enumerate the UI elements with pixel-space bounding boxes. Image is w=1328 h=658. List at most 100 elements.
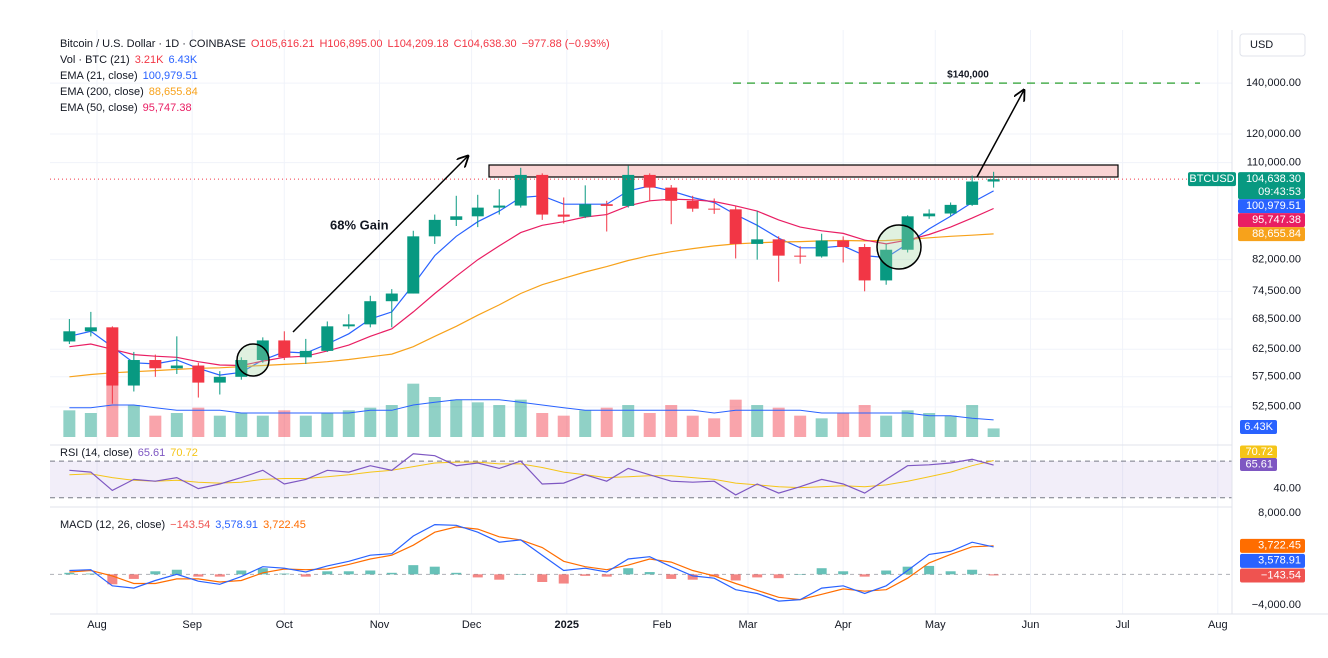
ema-tag-bg: [1238, 199, 1305, 214]
macd-histogram-bar: [730, 574, 741, 581]
candle-body: [794, 255, 807, 257]
macd-histogram-bar: [451, 572, 462, 575]
y-tick-label: 140,000.00: [1246, 77, 1301, 89]
macd-tag: 3,722.45: [1258, 540, 1301, 552]
candle-body: [557, 214, 570, 217]
legend-value: 3.21K: [135, 54, 164, 66]
macd-histogram-bar: [107, 574, 118, 585]
macd-histogram-bar: [666, 574, 677, 579]
volume-bar: [84, 413, 97, 437]
volume-bar: [450, 399, 463, 437]
candle-body: [364, 301, 377, 325]
candle-body: [127, 360, 140, 386]
ema-tag: 88,655.84: [1252, 228, 1301, 240]
target-label: $140,000: [947, 70, 989, 81]
rsi-band: [50, 461, 1232, 498]
volume-bar: [321, 413, 334, 437]
macd-histogram-bar: [279, 573, 290, 575]
rsi-tag: 65.61: [1245, 458, 1273, 470]
macd-histogram-bar: [429, 566, 440, 575]
macd-line: [69, 523, 994, 602]
candle-body: [450, 216, 463, 220]
macd-histogram-bar: [257, 568, 268, 575]
volume-bar: [63, 410, 76, 437]
ema-tag: 95,747.38: [1252, 214, 1301, 226]
candle-body: [493, 205, 506, 208]
volume-bar: [235, 413, 248, 437]
volume-bar: [923, 413, 936, 437]
volume-bar: [536, 413, 549, 437]
candle-body: [665, 187, 678, 201]
macd-histogram-bar: [386, 572, 397, 575]
volume-bar: [149, 415, 162, 437]
macd-histogram-bar: [171, 569, 182, 575]
y-tick-label: 52,500.00: [1252, 401, 1301, 413]
macd-histogram-bar: [816, 568, 827, 575]
y-tick-label: 110,000.00: [1247, 157, 1301, 169]
volume-bar: [514, 399, 527, 437]
volume-bar: [751, 405, 764, 437]
symbol-tag: BTCUSD: [1189, 173, 1234, 185]
target-arrow: [976, 90, 1024, 178]
macd-histogram-bar: [859, 574, 870, 577]
currency[interactable]: USD: [1250, 39, 1273, 51]
volume-bar: [665, 405, 678, 437]
candle-body: [84, 327, 97, 332]
macd-histogram-bar: [408, 565, 419, 575]
candle-body: [385, 293, 398, 302]
rsi-tag-bg: [1240, 458, 1277, 471]
y-tick-label: 57,500.00: [1252, 371, 1301, 383]
macd-histogram-bar: [365, 570, 376, 575]
candle-body: [944, 204, 957, 214]
legend-quote: C104,638.30: [454, 38, 517, 50]
legend-value: −143.54: [170, 519, 210, 531]
macd-histogram-bar: [795, 574, 806, 575]
x-tick-label: Aug: [87, 619, 107, 631]
volume-bar: [428, 397, 441, 437]
volume-bar: [213, 415, 226, 437]
macd-histogram-bar: [128, 574, 139, 579]
rsi-tick-label: 40.00: [1273, 482, 1301, 494]
volume-bar: [278, 410, 291, 437]
candle-body: [772, 239, 785, 256]
candle-body: [923, 213, 936, 217]
breakout-circle: [236, 343, 270, 377]
macd-tag: 3,578.91: [1258, 555, 1301, 567]
macd-histogram-bar: [580, 574, 591, 576]
legend-value: 100,979.51: [143, 70, 198, 82]
volume-bar: [987, 428, 1000, 437]
macd-tick-label: −4,000.00: [1252, 599, 1301, 611]
x-tick-label: May: [925, 619, 946, 631]
candle-body: [536, 174, 549, 215]
candle-body: [708, 208, 721, 210]
volume-bar: [858, 405, 871, 437]
macd-histogram-bar: [838, 571, 849, 575]
legend-value: 3,578.91: [215, 519, 258, 531]
macd-histogram-bar: [601, 574, 612, 577]
x-tick-label: Dec: [462, 619, 482, 631]
price-tag: 104,638.30: [1246, 173, 1301, 185]
x-tick-label: 2025: [555, 619, 579, 631]
currency-button[interactable]: [1239, 33, 1306, 57]
legend-quote: H106,895.00: [319, 38, 382, 50]
candle-body: [858, 247, 871, 281]
legend-value: 70.72: [170, 447, 198, 459]
legend-quote: O105,616.21: [251, 38, 315, 50]
candle-body: [579, 204, 592, 217]
volume-bar: [600, 407, 613, 437]
macd-histogram-bar: [988, 574, 999, 576]
rsi-line: [69, 453, 994, 496]
volume-bar: [342, 410, 355, 437]
legend-row: EMA (50, close) 95,747.38: [60, 102, 192, 114]
volume-bar: [772, 407, 785, 437]
macd-histogram-bar: [494, 574, 505, 580]
candle-body: [514, 174, 527, 206]
candle-body: [622, 174, 635, 206]
x-tick-label: Aug: [1208, 619, 1228, 631]
candle-body: [729, 209, 742, 244]
y-tick-label: 120,000.00: [1246, 128, 1301, 140]
legend-name: MACD (12, 26, close): [60, 519, 165, 531]
ema-tag: 100,979.51: [1246, 200, 1301, 212]
